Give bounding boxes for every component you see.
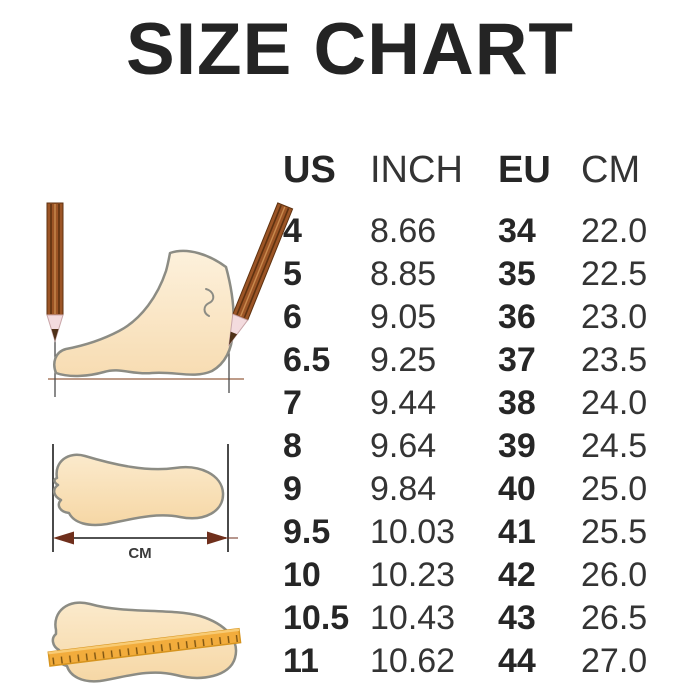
foot-pencil-measure-illustration [46, 202, 294, 397]
eu-size-cell: 37 [498, 341, 536, 379]
table-row: 10.5 10.43 43 26.5 [283, 597, 693, 640]
cm-size-cell: 25.0 [581, 470, 648, 508]
eu-size-cell: 40 [498, 470, 536, 508]
inch-size-cell: 8.66 [370, 212, 437, 250]
us-size-cell: 9 [283, 470, 302, 508]
us-size-cell: 10.5 [283, 599, 350, 637]
foot-side-shape [53, 249, 235, 378]
header-inch: INCH [370, 148, 463, 191]
inch-size-cell: 10.03 [370, 513, 456, 551]
cm-size-cell: 25.5 [581, 513, 648, 551]
eu-size-cell: 43 [498, 599, 536, 637]
us-size-cell: 9.5 [283, 513, 331, 551]
eu-size-cell: 38 [498, 384, 536, 422]
size-conversion-table: US INCH EU CM 4 8.66 34 22.0 5 8.85 35 2… [283, 146, 693, 683]
header-cm: CM [581, 148, 641, 191]
cm-size-cell: 22.5 [581, 255, 648, 293]
eu-size-cell: 41 [498, 513, 536, 551]
size-table-body: 4 8.66 34 22.0 5 8.85 35 22.5 6 9.05 36 … [283, 210, 693, 683]
inch-size-cell: 9.44 [370, 384, 437, 422]
table-row: 7 9.44 38 24.0 [283, 382, 693, 425]
cm-size-cell: 24.0 [581, 384, 648, 422]
us-size-cell: 6.5 [283, 341, 331, 379]
length-arrow [53, 531, 238, 545]
table-header-row: US INCH EU CM [283, 146, 693, 194]
cm-size-cell: 22.0 [581, 212, 648, 250]
table-row: 5 8.85 35 22.5 [283, 253, 693, 296]
inch-size-cell: 9.64 [370, 427, 437, 465]
us-size-cell: 8 [283, 427, 302, 465]
pencil-right-icon [228, 202, 294, 347]
table-row: 6.5 9.25 37 23.5 [283, 339, 693, 382]
page-title: SIZE CHART [126, 9, 574, 90]
table-row: 4 8.66 34 22.0 [283, 210, 693, 253]
eu-size-cell: 39 [498, 427, 536, 465]
table-row: 11 10.62 44 27.0 [283, 640, 693, 683]
ankle-mark [203, 288, 215, 317]
eu-size-cell: 42 [498, 556, 536, 594]
header-us: US [283, 148, 336, 191]
table-row: 8 9.64 39 24.5 [283, 425, 693, 468]
table-row: 9 9.84 40 25.0 [283, 468, 693, 511]
cm-size-cell: 23.0 [581, 298, 648, 336]
cm-size-cell: 26.5 [581, 599, 648, 637]
us-size-cell: 4 [283, 212, 302, 250]
pencil-left-icon [46, 202, 64, 343]
cm-size-cell: 23.5 [581, 341, 648, 379]
inch-size-cell: 10.23 [370, 556, 456, 594]
inch-size-cell: 9.25 [370, 341, 437, 379]
cm-size-cell: 27.0 [581, 642, 648, 680]
us-size-cell: 6 [283, 298, 302, 336]
us-size-cell: 10 [283, 556, 321, 594]
footprint-length-illustration: CM [52, 444, 238, 562]
cm-size-cell: 24.5 [581, 427, 648, 465]
inch-size-cell: 10.62 [370, 642, 456, 680]
eu-size-cell: 35 [498, 255, 536, 293]
eu-size-cell: 36 [498, 298, 536, 336]
table-row: 9.5 10.03 41 25.5 [283, 511, 693, 554]
us-size-cell: 11 [283, 642, 319, 680]
inch-size-cell: 8.85 [370, 255, 437, 293]
ruler-icon [47, 627, 242, 667]
table-row: 6 9.05 36 23.0 [283, 296, 693, 339]
table-row: 10 10.23 42 26.0 [283, 554, 693, 597]
us-size-cell: 7 [283, 384, 302, 422]
cm-measure-label: CM [128, 545, 151, 562]
eu-size-cell: 34 [498, 212, 536, 250]
inch-size-cell: 9.05 [370, 298, 437, 336]
header-eu: EU [498, 148, 551, 191]
inch-size-cell: 9.84 [370, 470, 437, 508]
footprint-shape [52, 453, 225, 527]
cm-size-cell: 26.0 [581, 556, 648, 594]
us-size-cell: 5 [283, 255, 302, 293]
eu-size-cell: 44 [498, 642, 536, 680]
footprint-ruler-illustration [47, 601, 242, 683]
inch-size-cell: 10.43 [370, 599, 456, 637]
